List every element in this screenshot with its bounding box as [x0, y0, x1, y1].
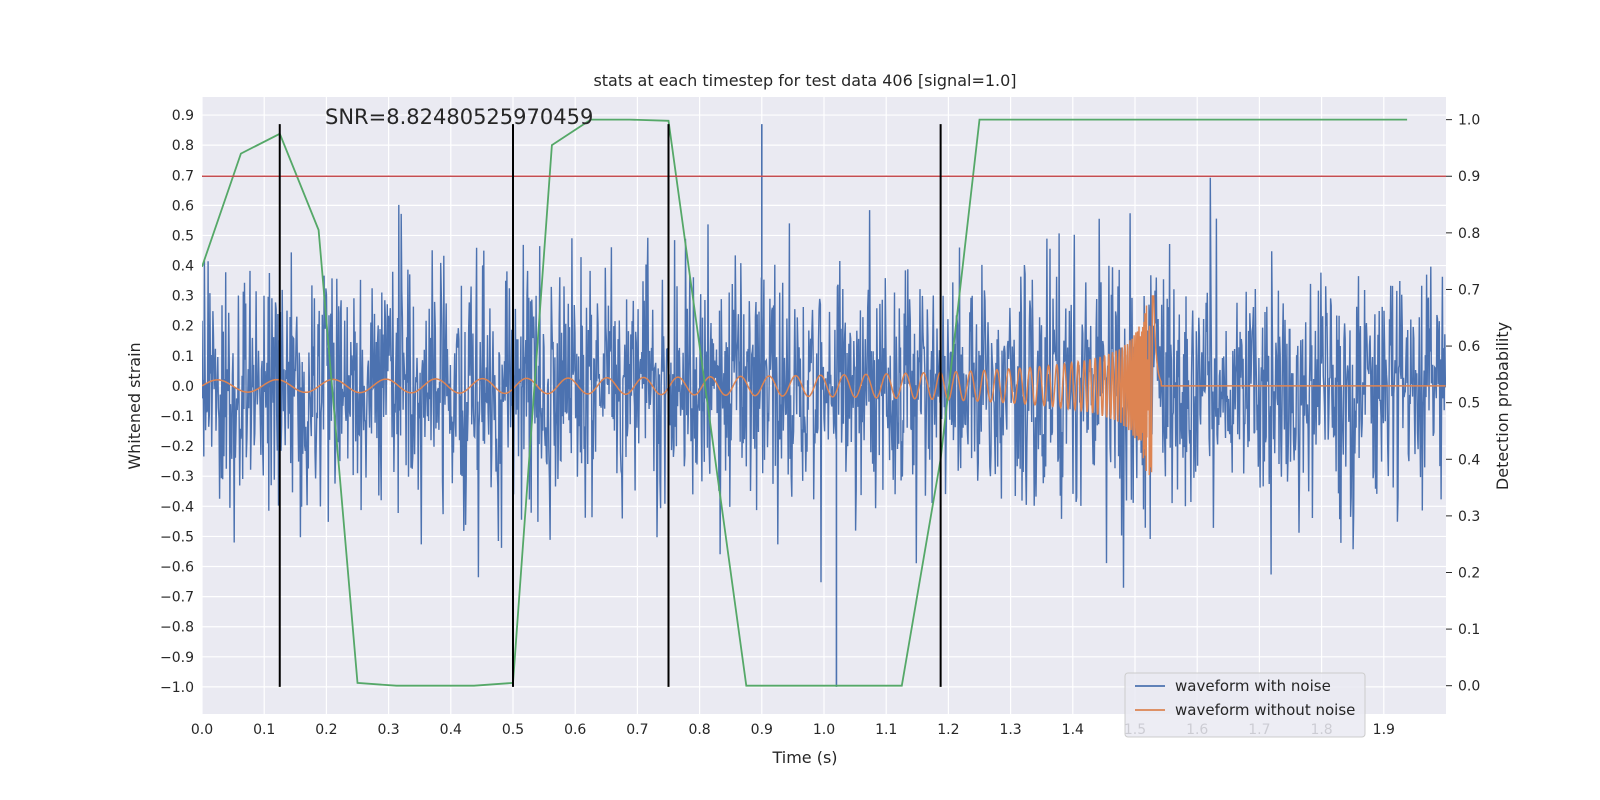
y-axis-label: Whitened strain [125, 342, 144, 469]
y2-tick-label: 0.3 [1458, 509, 1480, 525]
y2-tick-label: 0.7 [1458, 282, 1480, 298]
x-tick-label: 1.2 [937, 722, 959, 738]
plot-series [202, 118, 1446, 687]
y2-tick-label: 0.1 [1458, 622, 1480, 638]
y-tick-label: 0.1 [172, 349, 194, 365]
y2-tick-label: 0.2 [1458, 565, 1480, 581]
y2-tick-label: 0.4 [1458, 452, 1480, 468]
x-tick-label: 0.5 [502, 722, 524, 738]
x-tick-label: 1.3 [999, 722, 1021, 738]
x-tick-label: 0.1 [253, 722, 275, 738]
y-tick-label: −0.9 [160, 650, 194, 666]
y2-tick-label: 0.0 [1458, 679, 1480, 695]
y-tick-label: −0.1 [160, 409, 194, 425]
y-tick-label: −0.6 [160, 560, 194, 576]
x-tick-label: 0.2 [315, 722, 337, 738]
y-tick-label: 0.8 [172, 138, 194, 154]
y-tick-label: 0.9 [172, 108, 194, 124]
y2-axis-ticks: 0.0 0.1 0.2 0.3 0.4 0.5 0.6 0.7 0.8 0.9 1.0 [1446, 113, 1480, 695]
y-tick-label: 0.5 [172, 228, 194, 244]
x-tick-label: 0.7 [626, 722, 648, 738]
y2-tick-label: 1.0 [1458, 113, 1480, 129]
y-tick-label: 0.2 [172, 319, 194, 335]
y-tick-label: −0.3 [160, 469, 194, 485]
snr-annotation: SNR=8.82480525970459 [325, 105, 593, 129]
series-line-waveform-without-noise [202, 295, 1446, 476]
y-tick-label: −0.5 [160, 529, 194, 545]
x-tick-label: 0.6 [564, 722, 586, 738]
legend: waveform with noise waveform without noi… [1124, 672, 1366, 738]
x-tick-label: 1.4 [1062, 722, 1084, 738]
x-tick-label: 1.9 [1373, 722, 1395, 738]
y-tick-label: −0.8 [160, 620, 194, 636]
y2-tick-label: 0.6 [1458, 339, 1480, 355]
x-tick-label: 0.4 [440, 722, 462, 738]
y2-tick-label: 0.9 [1458, 169, 1480, 185]
y-tick-label: −0.7 [160, 590, 194, 606]
legend-label-clean: waveform without noise [1175, 701, 1355, 719]
chart-title: stats at each timestep for test data 406… [593, 71, 1016, 90]
y-tick-label: 0.6 [172, 198, 194, 214]
y-tick-label: 0.0 [172, 379, 194, 395]
y2-tick-label: 0.5 [1458, 396, 1480, 412]
y-tick-label: 0.7 [172, 168, 194, 184]
x-tick-label: 1.1 [875, 722, 897, 738]
y-tick-label: 0.4 [172, 259, 194, 275]
x-tick-label: 0.8 [688, 722, 710, 738]
x-axis-label: Time (s) [771, 748, 837, 767]
x-tick-label: 0.9 [751, 722, 773, 738]
y2-tick-label: 0.8 [1458, 226, 1480, 242]
legend-box [1124, 672, 1366, 738]
y-tick-label: −1.0 [160, 680, 194, 696]
y-tick-label: 0.3 [172, 289, 194, 305]
y-tick-label: −0.4 [160, 499, 194, 515]
x-tick-label: 0.3 [377, 722, 399, 738]
legend-label-noise: waveform with noise [1175, 677, 1331, 695]
detection-probability-line [202, 118, 1408, 687]
x-tick-label: 0.0 [191, 722, 213, 738]
y-axis-ticks: −1.0 −0.9 −0.8 −0.7 −0.6 −0.5 −0.4 −0.3 −0.2 −0.1… [160, 108, 194, 696]
y-tick-label: −0.2 [160, 439, 194, 455]
x-tick-label: 1.0 [813, 722, 835, 738]
y2-axis-label: Detection probability [1493, 322, 1512, 490]
